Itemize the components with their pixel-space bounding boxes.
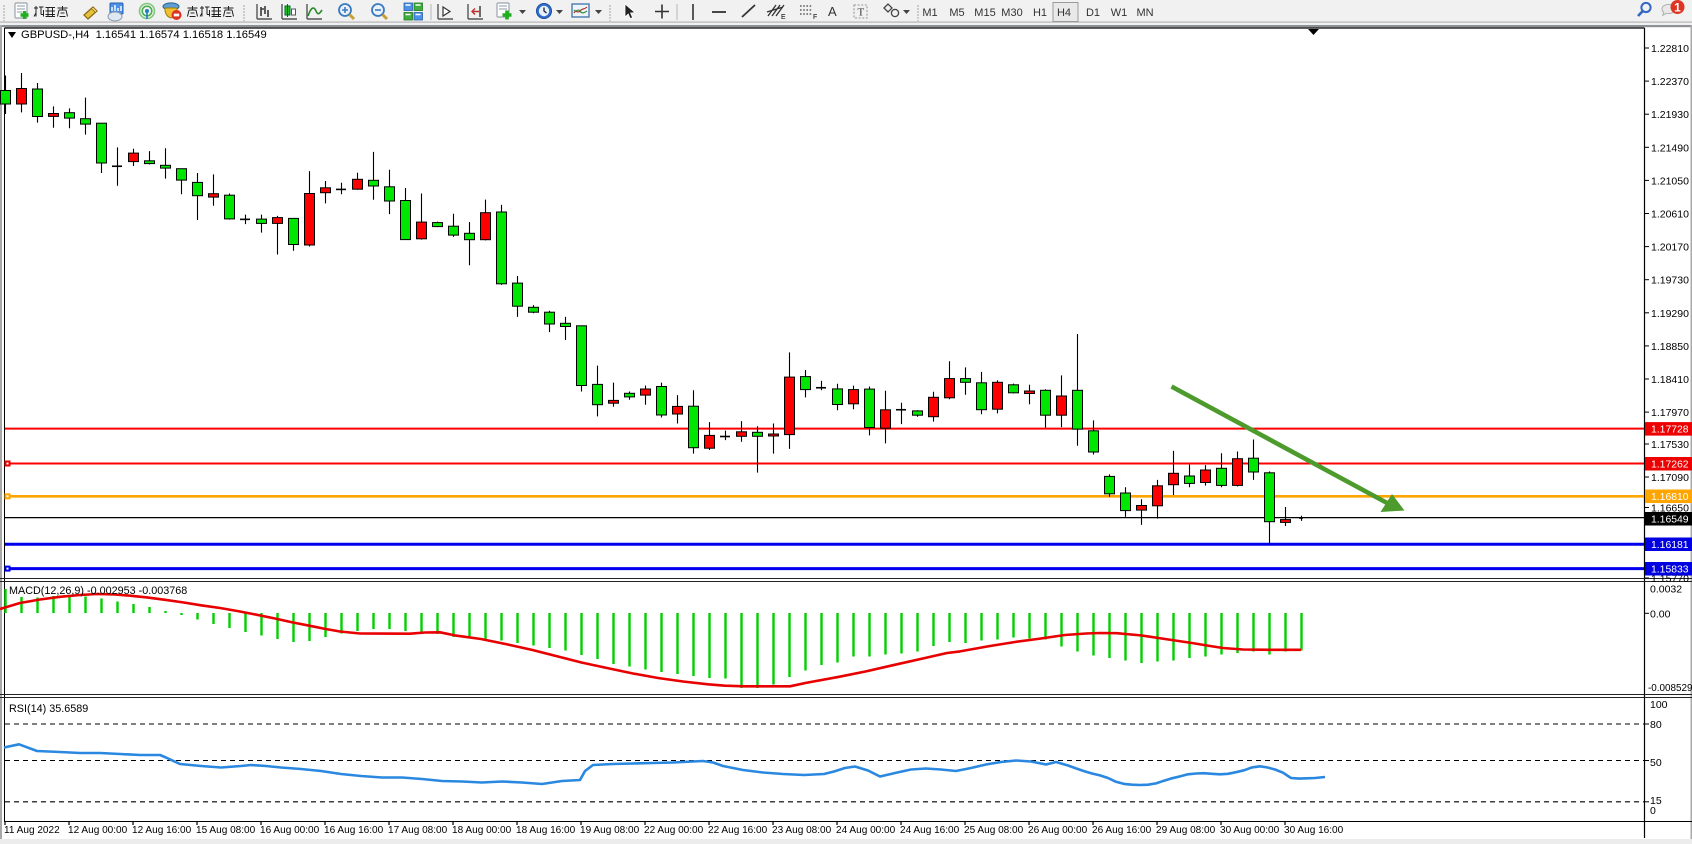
svg-text:D1: D1 [1086, 7, 1100, 19]
svg-text:1.22810: 1.22810 [1651, 43, 1689, 55]
svg-text:26 Aug 00:00: 26 Aug 00:00 [1028, 825, 1088, 836]
svg-text:11 Aug 2022: 11 Aug 2022 [4, 825, 60, 836]
svg-text:M15: M15 [974, 7, 995, 19]
svg-text:1.17728: 1.17728 [1651, 425, 1689, 436]
svg-text:17 Aug 08:00: 17 Aug 08:00 [388, 825, 448, 836]
svg-text:18 Aug 16:00: 18 Aug 16:00 [516, 825, 576, 836]
svg-text:1.22370: 1.22370 [1651, 76, 1689, 88]
svg-text:F: F [813, 14, 817, 21]
svg-text:30 Aug 16:00: 30 Aug 16:00 [1284, 825, 1344, 836]
svg-text:0: 0 [1650, 805, 1656, 817]
svg-text:GBPUSD-,H4 1.16541 1.16574 1.: GBPUSD-,H4 1.16541 1.16574 1.16518 1.165… [21, 29, 267, 41]
svg-text:1.18850: 1.18850 [1651, 341, 1689, 353]
svg-text:26 Aug 16:00: 26 Aug 16:00 [1092, 825, 1152, 836]
svg-text:24 Aug 00:00: 24 Aug 00:00 [836, 825, 896, 836]
svg-text:T: T [858, 7, 865, 19]
svg-text:1.21050: 1.21050 [1651, 175, 1689, 187]
svg-text:0.00: 0.00 [1650, 608, 1671, 620]
svg-text:1.17262: 1.17262 [1651, 460, 1689, 471]
svg-text:1.20170: 1.20170 [1651, 242, 1689, 254]
svg-text:1.17970: 1.17970 [1651, 407, 1689, 419]
svg-text:1.21930: 1.21930 [1651, 109, 1689, 121]
svg-text:0.0032: 0.0032 [1650, 584, 1682, 596]
svg-text:1.16549: 1.16549 [1651, 515, 1689, 526]
svg-text:15 Aug 08:00: 15 Aug 08:00 [196, 825, 256, 836]
svg-text:W1: W1 [1111, 7, 1128, 19]
svg-text:15: 15 [1650, 795, 1662, 807]
svg-text:16 Aug 00:00: 16 Aug 00:00 [260, 825, 320, 836]
svg-text:19 Aug 08:00: 19 Aug 08:00 [580, 825, 640, 836]
svg-text:1.15833: 1.15833 [1651, 565, 1689, 576]
svg-text:23 Aug 08:00: 23 Aug 08:00 [772, 825, 832, 836]
svg-text:18 Aug 00:00: 18 Aug 00:00 [452, 825, 512, 836]
svg-text:1.19290: 1.19290 [1651, 308, 1689, 320]
svg-text:1.16650: 1.16650 [1651, 503, 1689, 515]
svg-text:24 Aug 16:00: 24 Aug 16:00 [900, 825, 960, 836]
svg-text:H1: H1 [1033, 7, 1047, 19]
svg-text:1.16810: 1.16810 [1651, 492, 1689, 503]
svg-text:1.15770: 1.15770 [1651, 573, 1689, 585]
svg-text:1.16181: 1.16181 [1651, 540, 1689, 551]
svg-text:M30: M30 [1001, 7, 1022, 19]
svg-text:22 Aug 00:00: 22 Aug 00:00 [644, 825, 704, 836]
svg-text:12 Aug 16:00: 12 Aug 16:00 [132, 825, 192, 836]
svg-text:12 Aug 00:00: 12 Aug 00:00 [68, 825, 128, 836]
svg-text:1.18410: 1.18410 [1651, 374, 1689, 386]
svg-text:M5: M5 [949, 7, 964, 19]
svg-text:MN: MN [1136, 7, 1153, 19]
svg-text:RSI(14) 35.6589: RSI(14) 35.6589 [9, 703, 88, 715]
svg-text:M1: M1 [922, 7, 937, 19]
svg-text:E: E [781, 14, 786, 21]
svg-text:1: 1 [1674, 0, 1681, 14]
svg-text:100: 100 [1650, 699, 1668, 711]
svg-text:25 Aug 08:00: 25 Aug 08:00 [964, 825, 1024, 836]
svg-text:30 Aug 00:00: 30 Aug 00:00 [1220, 825, 1280, 836]
svg-text:80: 80 [1650, 719, 1662, 731]
svg-text:1.17530: 1.17530 [1651, 439, 1689, 451]
svg-text:A: A [828, 4, 837, 19]
svg-text:1.17090: 1.17090 [1651, 472, 1689, 484]
svg-text:1.20610: 1.20610 [1651, 209, 1689, 221]
svg-text:MACD(12,26,9) -0.002953 -0.003: MACD(12,26,9) -0.002953 -0.003768 [9, 585, 187, 597]
svg-text:50: 50 [1650, 757, 1662, 769]
svg-text:16 Aug 16:00: 16 Aug 16:00 [324, 825, 384, 836]
svg-text:H4: H4 [1057, 7, 1071, 19]
svg-text:22 Aug 16:00: 22 Aug 16:00 [708, 825, 768, 836]
svg-text:1.19730: 1.19730 [1651, 275, 1689, 287]
svg-text:1.21490: 1.21490 [1651, 142, 1689, 154]
svg-text:-0.008529: -0.008529 [1648, 683, 1692, 694]
svg-text:29 Aug 08:00: 29 Aug 08:00 [1156, 825, 1216, 836]
